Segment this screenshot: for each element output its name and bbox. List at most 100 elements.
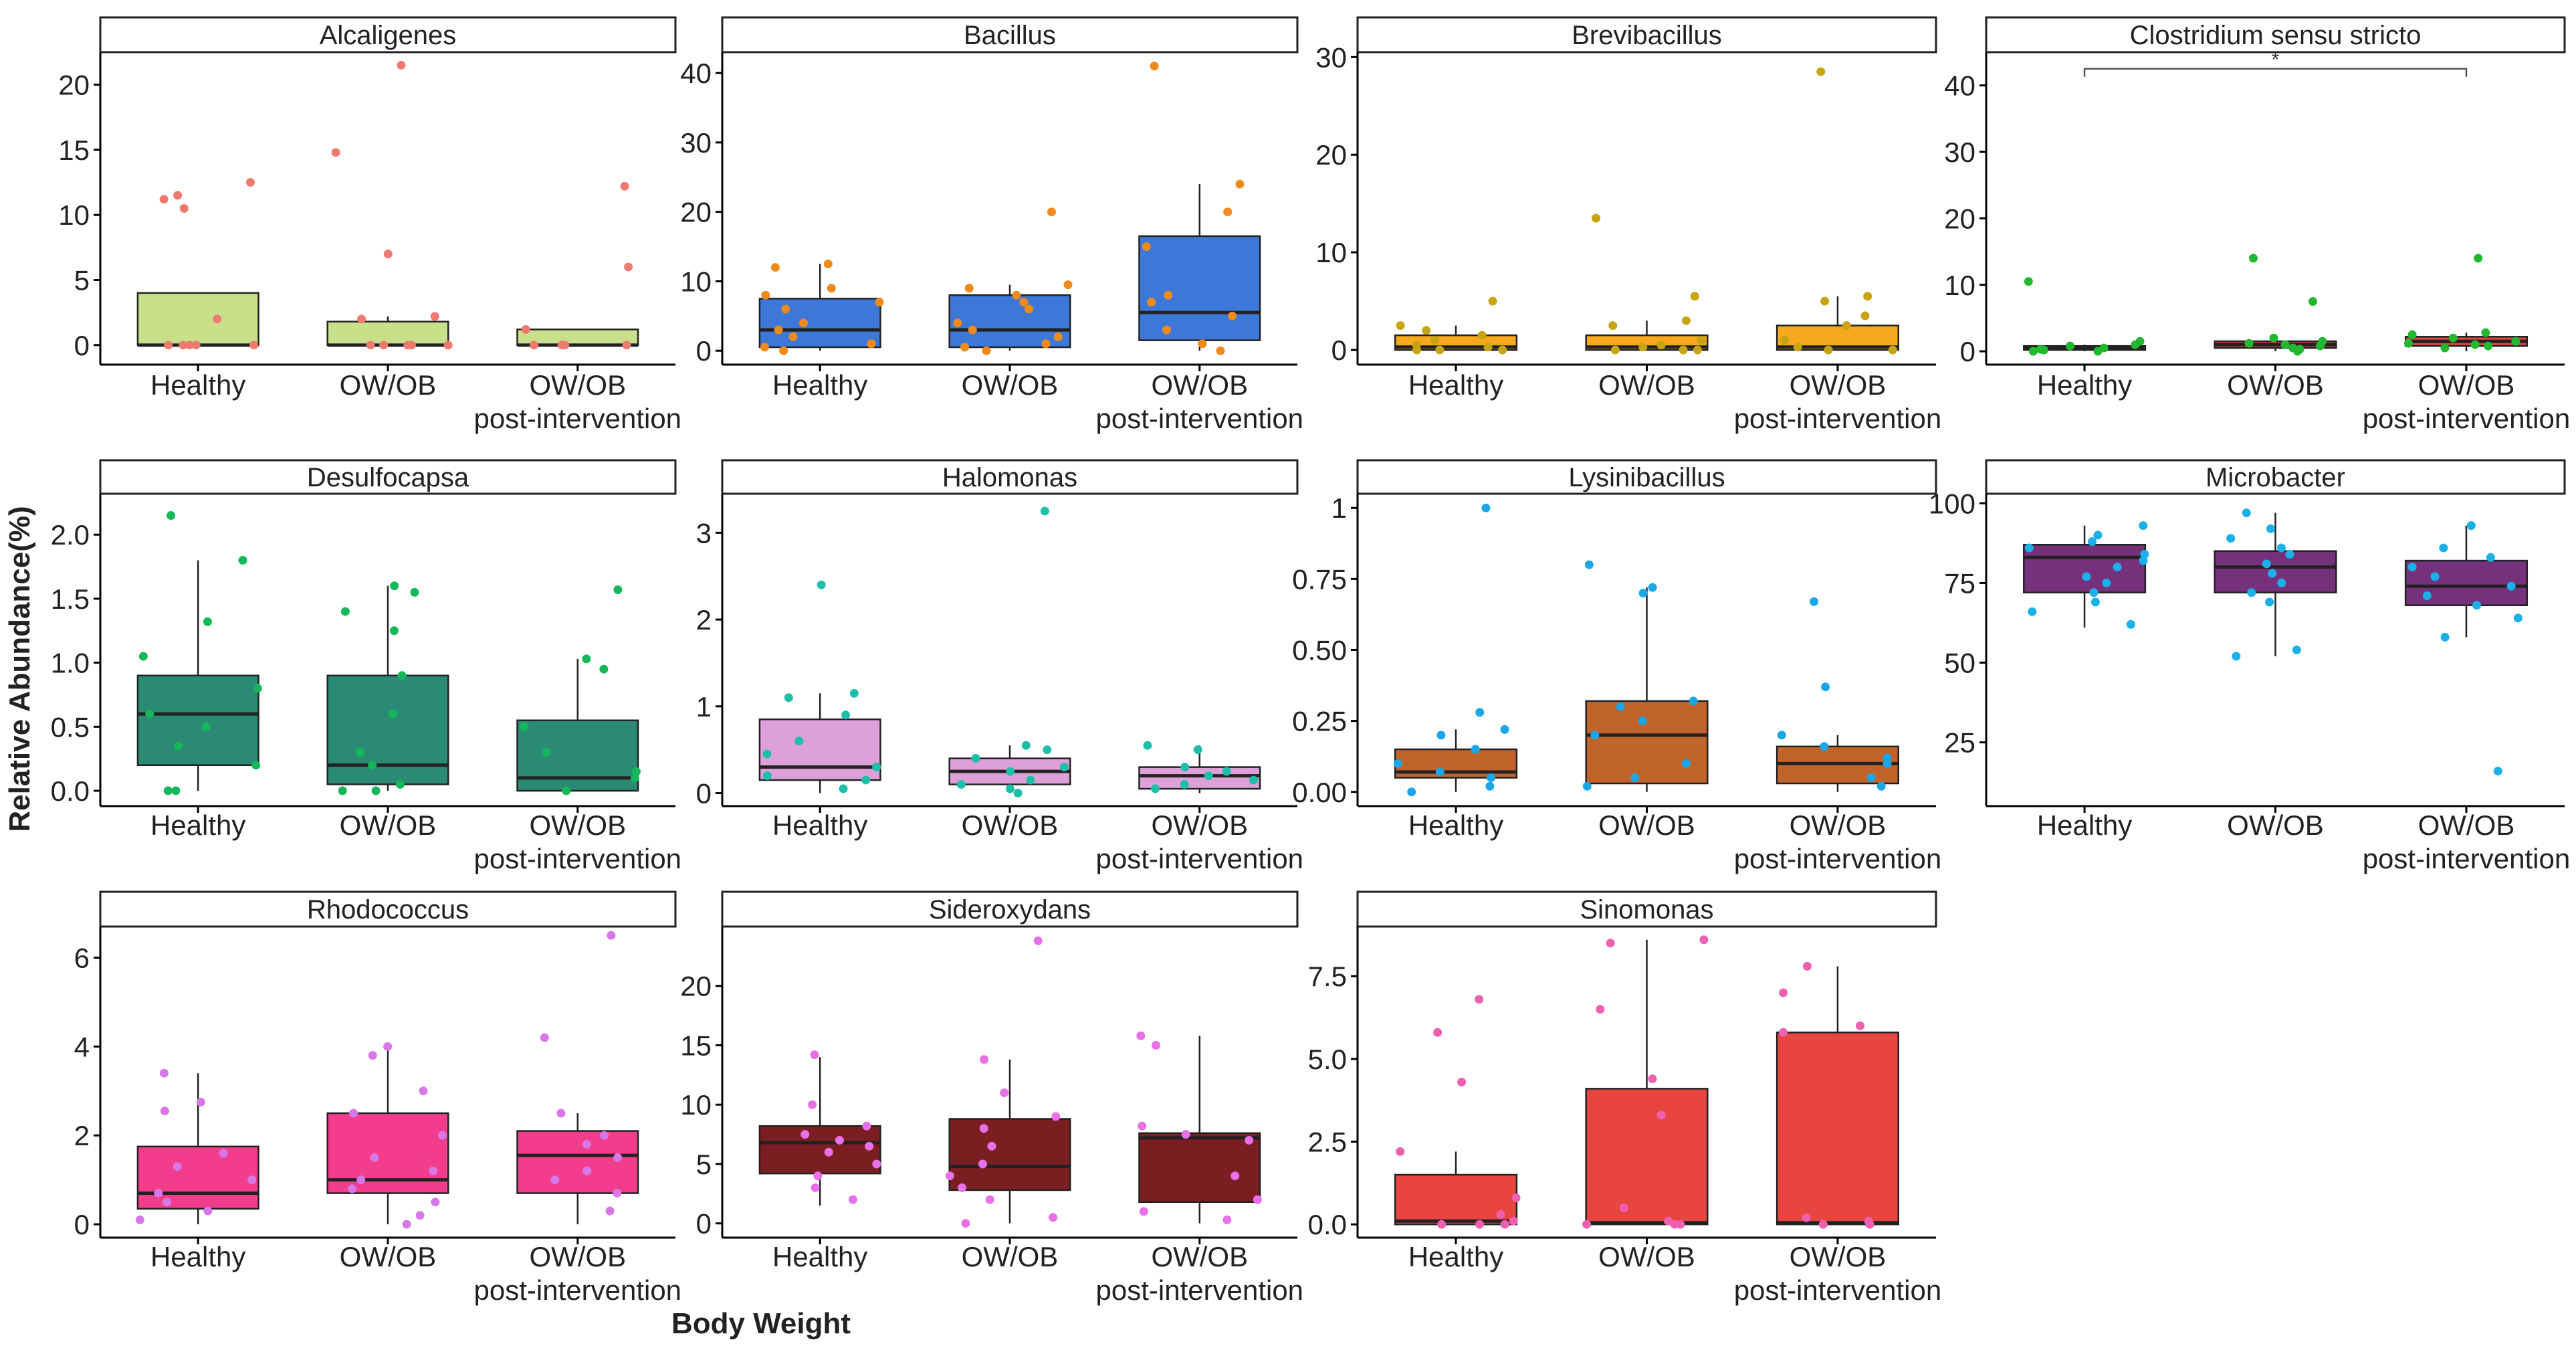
y-tick-label: 20: [680, 197, 712, 228]
data-point: [2088, 537, 2097, 546]
data-point: [1793, 343, 1802, 352]
panel-title: Halomonas: [942, 463, 1077, 492]
data-point: [340, 607, 350, 616]
y-tick-label: 1: [1331, 492, 1347, 524]
data-point: [1820, 742, 1829, 751]
panel-desulfocapsa: Desulfocapsa 0.0 0.5 1.0 1.5 2.0 Healthy OW/OB O…: [51, 459, 681, 874]
data-point: [875, 298, 884, 307]
x-tick-label: OW/OB: [529, 1241, 626, 1272]
data-point: [2113, 563, 2122, 572]
data-point: [1477, 330, 1487, 340]
data-point: [203, 617, 212, 626]
y-tick-label: 15: [58, 134, 90, 166]
data-point: [1818, 1220, 1828, 1229]
data-point: [2280, 340, 2290, 349]
data-point: [2285, 550, 2294, 559]
panel-strip: [721, 459, 1299, 495]
data-point: [540, 1033, 549, 1042]
y-tick-label: 2.0: [51, 519, 90, 551]
data-point: [1422, 326, 1431, 335]
y-tick-label: 30: [1315, 41, 1347, 73]
data-point: [1842, 321, 1851, 330]
data-point: [201, 722, 211, 731]
panel-clostridium-sensu-stricto: Clostridium sensu stricto 0 10 20 30 40 Health…: [1944, 16, 2571, 434]
x-tick-label: post-intervention: [474, 1274, 682, 1306]
data-point: [2448, 333, 2458, 343]
y-tick-label: 5.0: [1308, 1044, 1347, 1075]
data-point: [2511, 336, 2520, 346]
data-point: [160, 1107, 169, 1116]
y-tick-label: 100: [1929, 488, 1975, 519]
y-tick-label: 5: [696, 1149, 712, 1180]
x-tick-label: OW/OB: [2227, 809, 2324, 841]
data-point: [191, 341, 201, 350]
box: [1776, 1032, 1900, 1226]
x-tick-label: Healthy: [772, 1241, 867, 1272]
data-point: [1435, 345, 1444, 355]
data-point: [245, 178, 255, 187]
data-point: [371, 786, 381, 795]
data-point: [1802, 961, 1812, 971]
data-point: [1180, 780, 1189, 789]
data-point: [2028, 347, 2038, 356]
data-point: [1488, 296, 1497, 306]
data-point: [2102, 578, 2111, 587]
y-tick-label: 25: [1944, 727, 1975, 759]
x-tick-label: Healthy: [1408, 809, 1503, 841]
box-group: [326, 1042, 449, 1229]
y-tick-label: 10: [680, 1089, 712, 1121]
y-tick-label: 20: [680, 971, 712, 1002]
data-point: [1630, 773, 1640, 783]
data-point: [238, 556, 247, 565]
data-point: [1142, 242, 1151, 252]
data-point: [808, 1100, 817, 1109]
box: [326, 320, 449, 347]
box-group: [948, 506, 1071, 798]
data-point: [613, 585, 623, 595]
data-point: [582, 654, 591, 664]
data-point: [982, 346, 991, 355]
data-point: [1204, 771, 1213, 781]
data-point: [1164, 290, 1173, 300]
data-point: [196, 1097, 205, 1107]
data-point: [784, 693, 793, 702]
data-point: [1821, 682, 1830, 692]
x-tick-label: OW/OB: [1598, 369, 1695, 401]
data-point: [1500, 1220, 1509, 1229]
data-point: [249, 341, 259, 350]
data-point: [2277, 578, 2286, 587]
data-point: [556, 1109, 566, 1118]
data-point: [760, 343, 769, 352]
data-point: [1693, 345, 1702, 355]
data-point: [1143, 741, 1152, 750]
data-point: [1180, 763, 1190, 772]
data-point: [1779, 988, 1788, 997]
box-group: [1394, 995, 1521, 1229]
x-tick-label: OW/OB: [1151, 369, 1248, 401]
y-tick-label: 75: [1944, 567, 1975, 599]
data-point: [2472, 601, 2482, 610]
data-point: [2293, 347, 2302, 356]
data-point: [173, 191, 183, 200]
data-point: [630, 773, 639, 783]
data-point: [1152, 1040, 1161, 1050]
y-tick-label: 0.50: [1292, 635, 1347, 666]
data-point: [781, 304, 790, 314]
data-point: [173, 1162, 182, 1171]
data-point: [2093, 531, 2103, 540]
box-group: [1582, 560, 1709, 792]
data-point: [622, 341, 631, 350]
box: [2022, 543, 2147, 593]
x-tick-label: post-intervention: [2363, 403, 2571, 434]
x-tick-label: OW/OB: [340, 1241, 437, 1272]
data-point: [1198, 339, 1207, 349]
y-tick-label: 30: [680, 127, 712, 159]
data-point: [1619, 1203, 1628, 1212]
x-tick-label: OW/OB: [1790, 809, 1887, 841]
data-point: [1235, 179, 1245, 189]
box-group: [516, 931, 639, 1225]
box: [1394, 1173, 1518, 1226]
data-point: [1656, 341, 1666, 350]
